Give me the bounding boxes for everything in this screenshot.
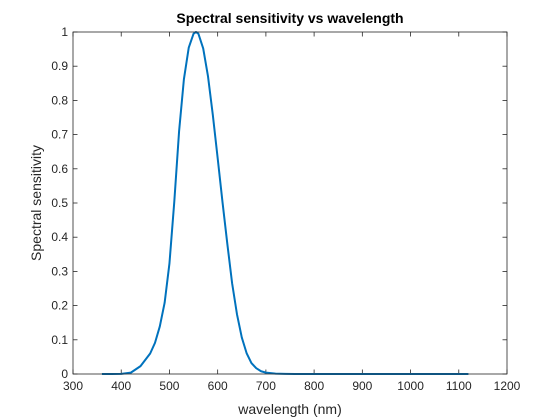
y-tick-label: 0.4 xyxy=(51,230,68,244)
x-axis-label: wavelength (nm) xyxy=(237,401,342,417)
chart-title: Spectral sensitivity vs wavelength xyxy=(176,10,403,26)
x-tick-label: 1200 xyxy=(494,379,521,393)
x-tick-label: 500 xyxy=(159,379,179,393)
tick-labels: 300 400 500 600 700 800 900 1000 1100 1200 0 0.1 0.2… xyxy=(51,25,520,393)
y-tick-label: 0.1 xyxy=(51,333,68,347)
y-tick-label: 1 xyxy=(61,25,68,39)
y-tick-label: 0.6 xyxy=(51,162,68,176)
y-axis-label: Spectral sensitivity xyxy=(28,145,44,261)
x-tick-label: 1000 xyxy=(397,379,424,393)
plot-area xyxy=(73,32,507,374)
y-tick-label: 0.5 xyxy=(51,196,68,210)
y-tick-label: 0.9 xyxy=(51,59,68,73)
y-tick-label: 0.8 xyxy=(51,93,68,107)
axes-box xyxy=(72,31,508,375)
y-tick-label: 0.2 xyxy=(51,299,68,313)
x-tick-label: 1100 xyxy=(446,379,472,393)
x-tick-label: 900 xyxy=(352,379,372,393)
x-tick-label: 300 xyxy=(63,379,83,393)
x-tick-label: 800 xyxy=(304,379,324,393)
y-tick-label: 0.7 xyxy=(51,128,68,142)
y-tick-label: 0 xyxy=(61,367,68,381)
y-tick-label: 0.3 xyxy=(51,264,68,278)
x-tick-label: 400 xyxy=(111,379,131,393)
x-tick-label: 700 xyxy=(256,379,276,393)
axis-ticks xyxy=(72,31,508,375)
x-tick-label: 600 xyxy=(208,379,228,393)
